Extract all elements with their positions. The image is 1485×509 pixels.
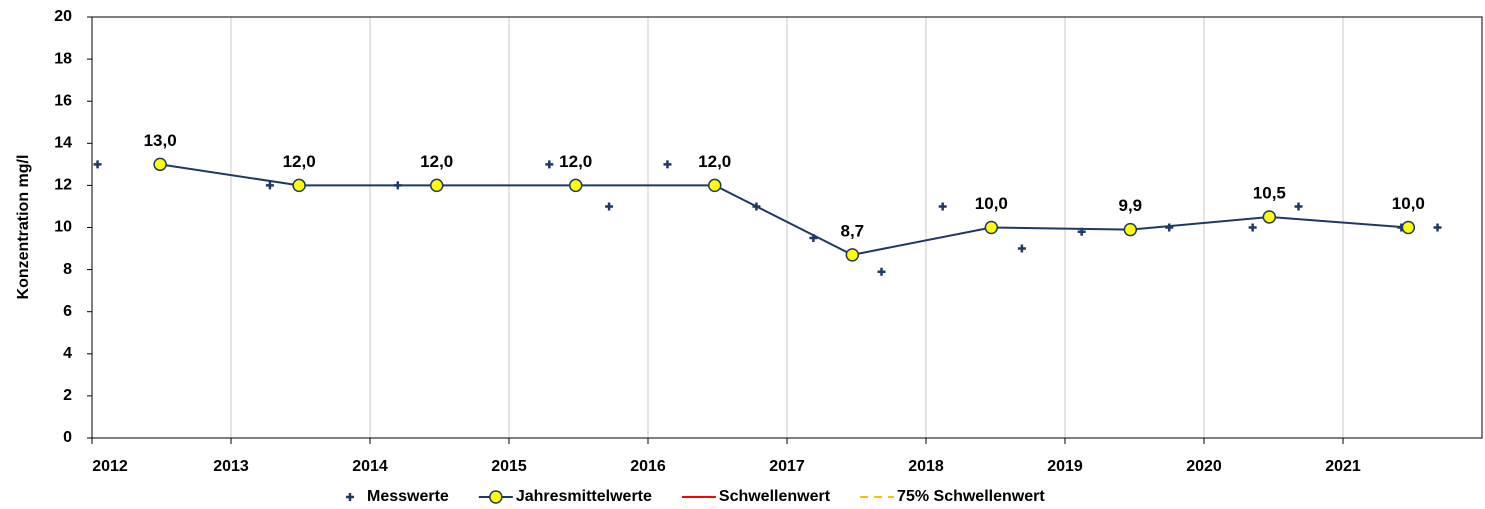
marker	[429, 178, 444, 193]
marker	[265, 181, 274, 190]
data-label: 12,0	[283, 152, 316, 171]
marker	[1294, 202, 1303, 211]
x-tick-label: 2012	[92, 458, 128, 475]
y-tick-label: 14	[54, 135, 72, 152]
y-tick-label: 8	[63, 261, 72, 278]
x-tick-label: 2017	[769, 458, 805, 475]
legend-label: Jahresmittelwerte	[516, 488, 652, 505]
marker	[489, 490, 503, 504]
data-label: 8,7	[841, 221, 865, 240]
marker	[568, 178, 583, 193]
x-tick-label: 2018	[908, 458, 944, 475]
data-label: 9,9	[1119, 196, 1143, 215]
data-label: 10,5	[1253, 183, 1286, 202]
y-tick-label: 6	[63, 303, 72, 320]
x-tick-label: 2015	[491, 458, 527, 475]
y-axis-label: Konzentration mg/l	[15, 155, 32, 300]
marker	[1401, 220, 1416, 235]
legend-label: Messwerte	[367, 488, 449, 505]
marker	[292, 178, 306, 193]
marker	[1123, 222, 1138, 237]
x-tick-label: 2014	[352, 458, 388, 475]
marker	[1165, 223, 1174, 232]
marker	[663, 160, 672, 169]
series-line	[159, 163, 1409, 256]
x-tick-label: 2013	[213, 458, 249, 475]
legend-label: 75% Schwellenwert	[897, 488, 1045, 505]
marker	[845, 248, 860, 262]
marker	[1017, 244, 1026, 253]
data-label: 13,0	[144, 131, 177, 150]
marker	[877, 267, 886, 276]
marker	[1248, 223, 1257, 232]
y-tick-label: 10	[54, 219, 72, 236]
marker	[938, 202, 947, 211]
marker	[545, 160, 554, 169]
marker	[93, 160, 102, 169]
data-label: 10,0	[975, 194, 1008, 213]
y-tick-label: 12	[54, 177, 72, 194]
y-tick-label: 20	[54, 8, 72, 25]
plot-frame	[91, 16, 1483, 439]
marker	[1262, 210, 1277, 224]
data-label: 12,0	[420, 152, 453, 171]
x-tick-label: 2021	[1325, 458, 1361, 475]
legend-label: Schwellenwert	[719, 488, 831, 505]
y-tick-label: 4	[63, 345, 72, 362]
data-label: 12,0	[559, 152, 592, 171]
marker	[1433, 223, 1442, 232]
y-tick-label: 2	[63, 387, 72, 404]
marker	[346, 493, 354, 501]
marker	[605, 202, 614, 211]
x-tick-label: 2020	[1186, 458, 1222, 475]
data-label: 12,0	[698, 152, 731, 171]
x-tick-label: 2019	[1047, 458, 1083, 475]
marker	[984, 220, 999, 235]
y-tick-label: 0	[63, 429, 72, 446]
marker	[153, 157, 167, 172]
x-tick-label: 2016	[630, 458, 666, 475]
y-tick-label: 16	[54, 92, 72, 109]
y-tick-label: 18	[54, 50, 72, 67]
marker	[707, 178, 722, 193]
data-label: 10,0	[1392, 194, 1425, 213]
